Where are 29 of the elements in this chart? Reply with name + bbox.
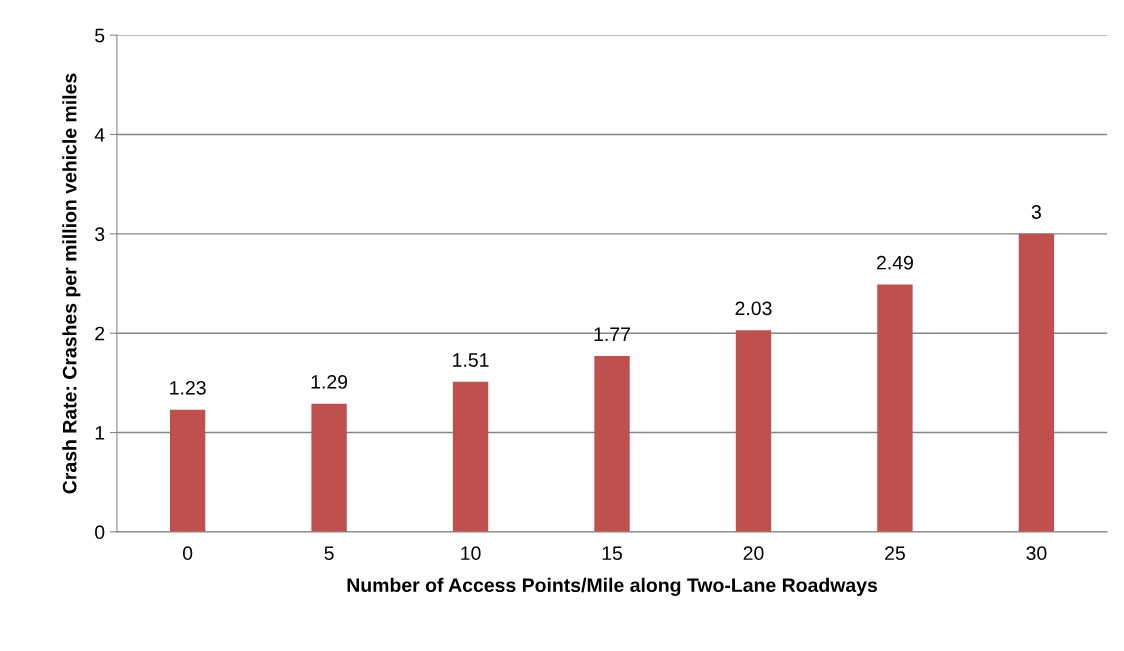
bar: [169, 409, 206, 532]
y-tick-label: 0: [95, 525, 105, 540]
data-label: 2.49: [877, 255, 913, 270]
bar: [594, 356, 630, 532]
bar: [1018, 233, 1055, 532]
y-tick-label: 2: [95, 326, 105, 341]
x-tick-label: 10: [461, 546, 481, 561]
y-tick-label: 1: [95, 426, 105, 440]
data-label: 1.23: [170, 380, 206, 395]
x-tick-label: 15: [602, 546, 623, 561]
y-tick-label: 4: [94, 128, 105, 142]
x-tick-label: 0: [182, 546, 193, 561]
data-label: 1.51: [453, 353, 489, 367]
x-tick-label: 20: [743, 546, 764, 561]
x-axis-title: Number of Access Points/Mile along Two-Lane Roadways: [347, 577, 878, 596]
data-label: 1.77: [594, 327, 630, 341]
x-tick-label: 25: [885, 546, 905, 561]
x-tick-label: 30: [1026, 546, 1047, 561]
y-tick-label: 3: [95, 227, 105, 242]
y-axis-title: Crash Rate: Crashes per million vehicle miles: [62, 73, 81, 494]
data-label: 1.29: [311, 374, 348, 389]
y-tick-label: 5: [95, 28, 105, 43]
bar: [877, 284, 913, 532]
bar: [452, 381, 489, 532]
x-tick-label: 5: [324, 546, 334, 561]
bar: [735, 330, 772, 532]
bar: [311, 403, 347, 532]
data-label: 3: [1031, 205, 1041, 219]
data-label: 2.03: [735, 301, 772, 316]
